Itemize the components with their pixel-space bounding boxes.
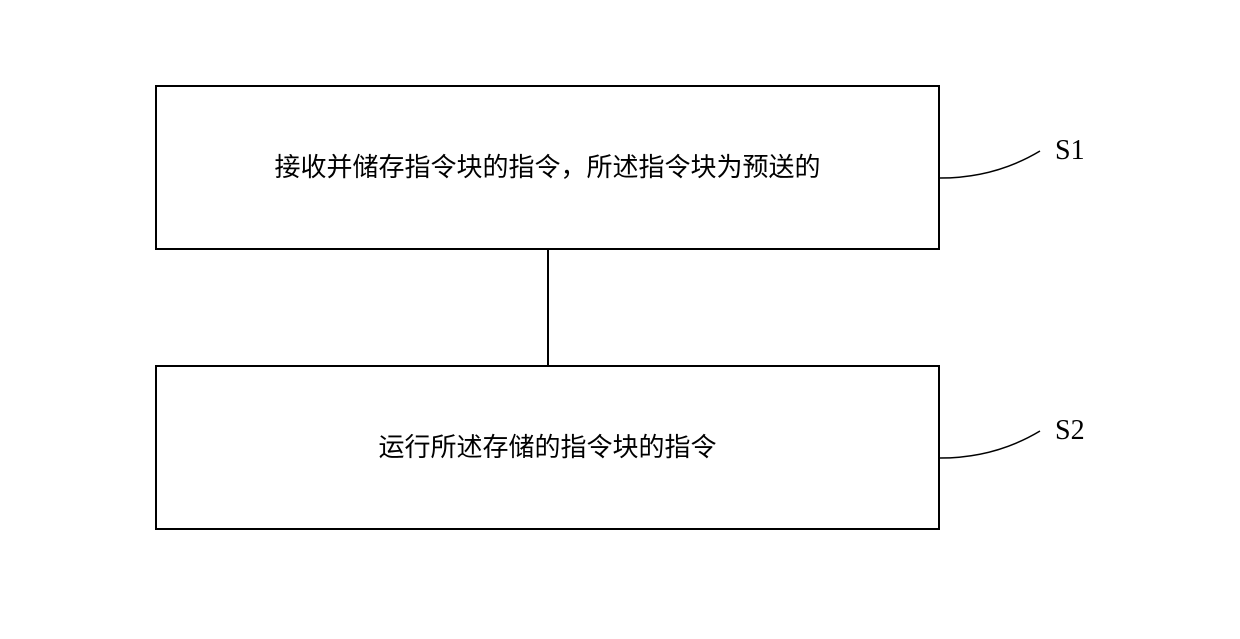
label-connector-s2 — [940, 428, 1050, 463]
flowchart-node-s1-text: 接收并储存指令块的指令，所述指令块为预送的 — [254, 148, 840, 187]
flowchart-edge-s1-s2 — [547, 250, 549, 365]
flowchart-label-s2: S2 — [1055, 415, 1085, 447]
flowchart-label-s1: S1 — [1055, 135, 1085, 167]
label-connector-s1 — [940, 148, 1050, 183]
flowchart-node-s2-text: 运行所述存储的指令块的指令 — [358, 428, 736, 467]
flowchart-node-s2: 运行所述存储的指令块的指令 — [155, 365, 940, 530]
flowchart-node-s1: 接收并储存指令块的指令，所述指令块为预送的 — [155, 85, 940, 250]
flowchart-container: 接收并储存指令块的指令，所述指令块为预送的 S1 运行所述存储的指令块的指令 S… — [0, 0, 1240, 639]
